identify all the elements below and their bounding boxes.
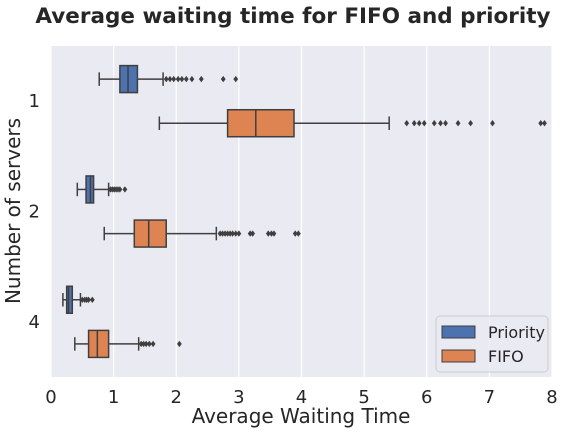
box-priority-1: [98, 64, 239, 94]
x-tick-label-7: 7: [484, 387, 495, 408]
grid-lines: [50, 46, 553, 377]
outlier-point: [538, 120, 544, 127]
outlier-point: [225, 230, 231, 237]
x-tick-labels: 0 1 2 3 4 5 6 7 8: [45, 387, 557, 408]
outlier-point: [233, 230, 239, 237]
legend-swatch-fifo: [441, 349, 476, 363]
x-tick-label-8: 8: [546, 387, 557, 408]
box-fifo-4: [74, 329, 182, 359]
outlier-point: [233, 75, 239, 83]
chart-title: Average waiting time for FIFO and priori…: [35, 4, 550, 29]
outlier-point: [222, 230, 228, 237]
outlier-point: [431, 120, 437, 127]
y-tick-labels: 1 2 4: [29, 91, 40, 333]
y-tick-label-2: 2: [29, 202, 40, 223]
outlier-point: [292, 230, 298, 237]
outlier-point: [295, 230, 301, 237]
outlier-point: [269, 230, 274, 237]
outlier-point: [217, 230, 223, 237]
outlier-point: [271, 230, 277, 237]
box-priority-4: [62, 285, 95, 315]
outlier-point: [421, 120, 427, 127]
legend-label-priority: Priority: [488, 323, 545, 342]
outlier-point: [490, 120, 495, 127]
outlier-point: [175, 75, 181, 83]
outlier-point: [150, 340, 156, 348]
outlier-point: [198, 75, 204, 83]
outlier-point: [438, 120, 443, 127]
x-tick-label-3: 3: [233, 387, 244, 408]
outlier-point: [179, 75, 185, 83]
outlier-point: [138, 340, 144, 348]
outlier-point: [146, 340, 152, 348]
outlier-point: [230, 230, 236, 237]
outlier-point: [79, 296, 85, 303]
box-iqr: [133, 219, 167, 248]
box-fifo-2: [103, 219, 301, 248]
outlier-point: [220, 230, 225, 237]
x-tick-label-4: 4: [296, 387, 307, 408]
box-iqr: [65, 285, 74, 315]
outlier-point: [143, 340, 149, 348]
outlier-point: [86, 296, 91, 303]
x-tick-label-6: 6: [421, 387, 432, 408]
outlier-point: [176, 340, 182, 348]
outlier-point: [227, 230, 233, 237]
outlier-point: [404, 120, 410, 127]
x-tick-label-5: 5: [358, 387, 369, 408]
outlier-point: [141, 340, 147, 348]
outlier-point: [89, 296, 95, 303]
outlier-point: [236, 230, 242, 237]
legend-swatch-priority: [441, 325, 476, 339]
box-iqr: [226, 108, 295, 138]
outlier-point: [542, 120, 547, 127]
outlier-point: [183, 75, 189, 83]
y-tick-label-4: 4: [29, 312, 40, 333]
outlier-point: [247, 230, 253, 237]
outlier-point: [411, 120, 417, 127]
outlier-point: [189, 75, 195, 83]
x-tick-label-1: 1: [108, 387, 119, 408]
legend-label-fifo: FIFO: [488, 347, 524, 366]
box-fifo-1: [158, 108, 547, 138]
outlier-point: [163, 75, 169, 83]
outlier-point: [167, 75, 173, 83]
outlier-point: [250, 230, 256, 237]
box-iqr: [87, 329, 110, 359]
outlier-point: [220, 75, 226, 83]
y-tick-label-1: 1: [29, 91, 40, 112]
x-tick-label-0: 0: [45, 387, 56, 408]
legend: Priority FIFO: [435, 315, 549, 373]
boxes-layer: [62, 64, 547, 359]
x-tick-label-2: 2: [171, 387, 182, 408]
y-axis-label: Number of servers: [1, 118, 25, 304]
x-axis-label: Average Waiting Time: [192, 404, 411, 428]
outlier-point: [171, 75, 177, 83]
box-priority-2: [76, 175, 128, 204]
outlier-point: [416, 120, 422, 127]
outlier-point: [117, 186, 123, 193]
outlier-point: [455, 120, 461, 127]
outlier-point: [468, 120, 473, 127]
outlier-point: [443, 120, 448, 127]
outlier-point: [265, 230, 271, 237]
outlier-point: [122, 186, 128, 193]
